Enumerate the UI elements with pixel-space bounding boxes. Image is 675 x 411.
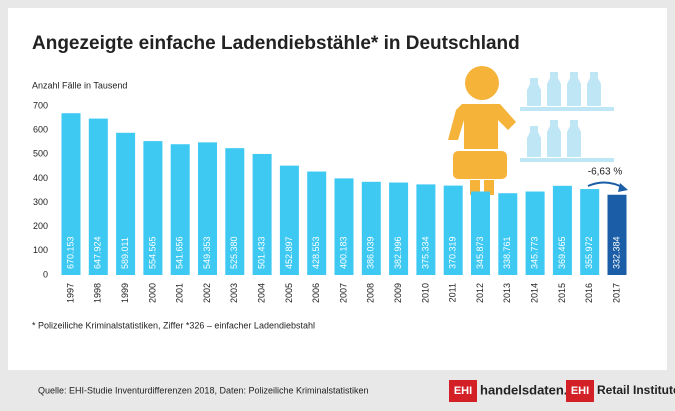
x-tick-label: 1999 [120, 283, 130, 303]
y-tick-label: 100 [33, 245, 48, 255]
bar [498, 193, 518, 275]
value-label: 382.996 [393, 236, 403, 269]
bar [361, 181, 381, 275]
bar [525, 191, 545, 275]
x-tick-label: 2015 [557, 283, 567, 303]
bar [143, 141, 163, 275]
value-label: 670.153 [65, 236, 75, 269]
y-tick-label: 0 [43, 269, 48, 279]
y-tick-label: 500 [33, 149, 48, 159]
value-label: 428.553 [311, 236, 321, 269]
value-label: 338.761 [502, 236, 512, 269]
bar [580, 189, 600, 275]
x-tick-label: 2004 [256, 283, 266, 303]
x-tick-label: 2016 [584, 283, 594, 303]
logo-text: handelsdaten.de [480, 382, 583, 397]
value-label: 525.380 [229, 236, 239, 269]
bar [61, 113, 81, 275]
bar [552, 185, 572, 275]
bar [389, 182, 409, 275]
x-tick-label: 2011 [448, 283, 458, 302]
value-label: 386.039 [366, 236, 376, 269]
value-label: 589.011 [120, 237, 130, 269]
logo-badge [566, 380, 594, 402]
x-tick-label: 2008 [366, 283, 376, 303]
bar [88, 118, 108, 275]
bar [443, 185, 463, 275]
value-label: 355.972 [584, 236, 594, 269]
bar [471, 191, 490, 275]
value-label: 541.656 [175, 236, 185, 269]
value-label: 554.565 [147, 236, 157, 269]
y-axis-label: Anzahl Fälle in Tausend [32, 80, 127, 90]
x-tick-label: 2012 [475, 283, 485, 303]
x-tick-label: 2010 [420, 283, 430, 303]
bar [225, 148, 245, 275]
bar [116, 132, 136, 275]
value-label: 332.384 [611, 236, 621, 269]
bar [416, 184, 436, 275]
bar [307, 171, 327, 275]
logo-text: Retail Institute [597, 383, 675, 397]
value-label: 400.183 [338, 236, 348, 269]
x-tick-label: 2009 [393, 283, 403, 303]
bar [170, 144, 190, 275]
x-tick-label: 2002 [202, 283, 212, 303]
logo-badge [449, 380, 477, 402]
value-label: 369.465 [557, 236, 567, 269]
value-label: 370.319 [448, 236, 458, 269]
x-tick-label: 2005 [284, 283, 294, 303]
bar [607, 194, 627, 275]
arrow-head [618, 183, 628, 192]
footnote: * Polizeiliche Kriminalstatistiken, Ziff… [32, 320, 315, 330]
x-tick-label: 2007 [338, 283, 348, 303]
y-tick-label: 300 [33, 197, 48, 207]
logo-badge-text: EHI [571, 385, 589, 397]
value-label: 345.873 [475, 236, 485, 269]
illustration [520, 72, 614, 162]
value-label: 375.334 [420, 236, 430, 269]
x-tick-label: 2003 [229, 283, 239, 303]
value-label: 501.433 [256, 236, 266, 269]
bar [334, 178, 354, 275]
value-label: 549.353 [202, 236, 212, 269]
x-tick-label: 2001 [175, 283, 185, 303]
y-tick-label: 600 [33, 125, 48, 135]
y-tick-label: 200 [33, 221, 48, 231]
person [448, 66, 516, 195]
logo-badge-text: EHI [454, 385, 472, 397]
chart-title: Angezeigte einfache Ladendiebstähle* in … [32, 33, 520, 54]
x-tick-label: 2014 [529, 283, 539, 303]
x-tick-label: 2017 [611, 283, 621, 303]
annotation: -6,63 % [588, 167, 623, 178]
bar [198, 142, 217, 275]
y-tick-label: 400 [33, 173, 48, 183]
bar [252, 153, 272, 275]
x-tick-label: 1998 [93, 283, 103, 303]
value-label: 452.897 [284, 236, 294, 269]
x-tick-label: 2000 [147, 283, 157, 303]
source: Quelle: EHI-Studie Inventurdifferenzen 2… [38, 385, 369, 395]
x-tick-label: 1997 [65, 283, 75, 303]
x-tick-label: 2006 [311, 283, 321, 303]
y-tick-label: 700 [33, 100, 48, 110]
value-label: 647.924 [93, 236, 103, 269]
value-label: 345.773 [529, 236, 539, 269]
x-tick-label: 2013 [502, 283, 512, 303]
bar [279, 165, 299, 275]
